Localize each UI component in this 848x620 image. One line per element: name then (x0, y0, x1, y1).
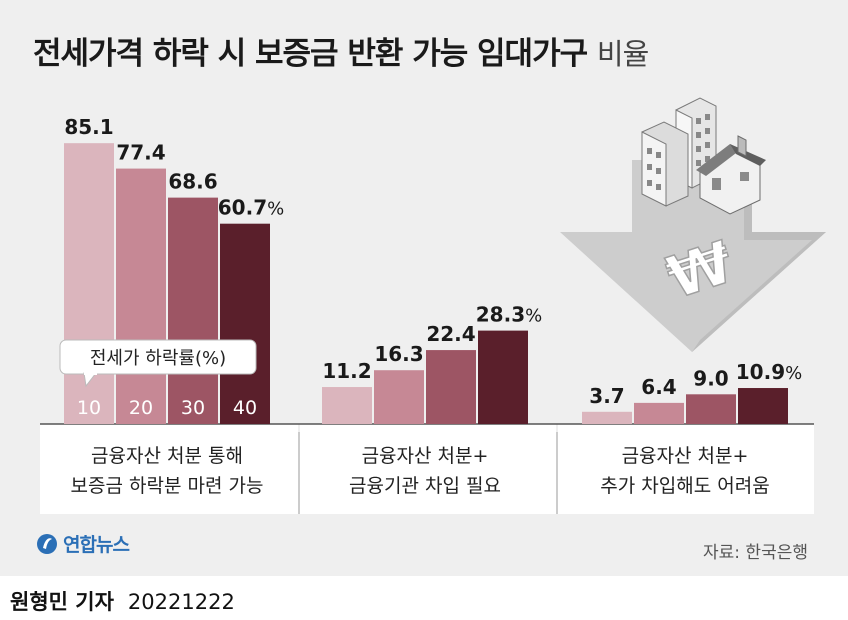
bar-g2-40 (478, 330, 528, 424)
value-label-g1-20: 77.4 (116, 141, 165, 165)
chart-title: 전세가격 하락 시 보증금 반환 가능 임대가구 비율 (33, 28, 649, 73)
x-tick-labels: 10 20 30 40 (77, 397, 257, 419)
logo-text: 연합뉴스 (63, 534, 130, 556)
value-label-g2-20: 16.3 (374, 342, 423, 366)
category-label-2-line2: 금융기관 차입 필요 (349, 475, 501, 497)
apartment-icon (641, 121, 689, 207)
title-light: 비율 (596, 37, 649, 71)
bars (64, 143, 788, 425)
bar-g3-20 (634, 402, 684, 424)
value-label-g2-30: 22.4 (426, 322, 475, 346)
x-tick-10: 10 (77, 397, 101, 419)
value-label-g3-10: 3.7 (589, 384, 624, 408)
value-label-g1-40: 60.7% (218, 196, 284, 220)
category-label-1-line1: 금융자산 처분 통해 (91, 445, 243, 467)
source-note: 자료: 한국은행 (703, 543, 808, 563)
value-label-g1-30: 68.6 (168, 170, 217, 194)
bar-g2-20 (374, 370, 424, 424)
legend-label: 전세가 하락률(%) (90, 348, 226, 369)
category-label-boxes (40, 423, 814, 514)
bar-g3-40 (738, 388, 788, 424)
bar-g1-20 (116, 168, 166, 424)
bar-g1-30 (168, 197, 218, 424)
house-icon (696, 135, 766, 215)
byline-date: 20221222 (127, 590, 235, 614)
bar-g3-30 (686, 394, 736, 424)
value-label-g3-40: 10.9% (736, 360, 802, 384)
value-label-g3-20: 6.4 (641, 375, 676, 399)
bar-g2-30 (426, 350, 476, 424)
category-label-3-line2: 추가 차입해도 어려움 (600, 475, 769, 497)
value-labels: 85.177.468.660.7% 11.216.322.428.3% 3.7 6.4… (64, 115, 802, 408)
bar-g2-10 (322, 387, 372, 424)
byline: 원형민 기자 20221222 (10, 586, 235, 616)
bar-g1-40 (220, 223, 270, 424)
x-tick-30: 30 (181, 397, 205, 419)
value-label-g3-30: 9.0 (693, 366, 728, 390)
value-label-g1-10: 85.1 (64, 115, 113, 139)
category-label-2-line1: 금융자산 처분+ (362, 445, 489, 467)
x-tick-40: 40 (233, 397, 257, 419)
yonhap-logo: 연합뉴스 (36, 530, 130, 557)
value-label-g2-40: 28.3% (476, 303, 542, 327)
x-tick-20: 20 (129, 397, 153, 419)
category-label-1-line2: 보증금 하락분 마련 가능 (71, 475, 264, 497)
title-main: 전세가격 하락 시 보증금 반환 가능 임대가구 (33, 36, 588, 72)
yonhap-logo-icon (37, 533, 57, 554)
byline-name: 원형민 기자 (10, 590, 114, 614)
value-label-g2-10: 11.2 (322, 359, 371, 383)
bar-g3-10 (582, 411, 632, 424)
house-price-drop-arrow-icon: ₩ (560, 97, 826, 352)
category-label-3-line1: 금융자산 처분+ (622, 445, 749, 467)
legend-callout: 전세가 하락률(%) (59, 339, 257, 388)
